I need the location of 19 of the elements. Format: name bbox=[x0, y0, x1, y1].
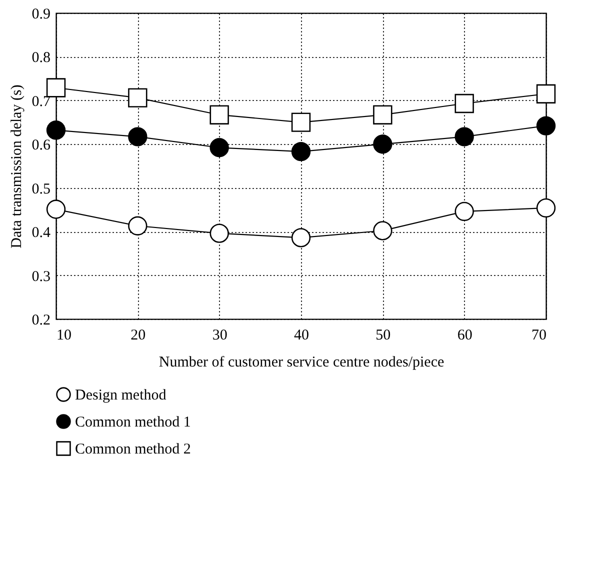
x-axis-title: Number of customer service centre nodes/piece bbox=[158, 354, 444, 370]
legend-label: Common method 1 bbox=[75, 414, 191, 430]
x-tick-label: 40 bbox=[294, 328, 309, 344]
legend-label: Common method 2 bbox=[75, 442, 191, 458]
x-tick-label: 20 bbox=[130, 328, 146, 344]
y-axis-title: Data transmission delay (s) bbox=[8, 84, 25, 248]
x-tick-label: 50 bbox=[376, 328, 391, 344]
y-tick-label: 0.6 bbox=[32, 138, 51, 154]
x-tick-label: 30 bbox=[212, 328, 228, 344]
x-tick-label: 60 bbox=[457, 328, 472, 344]
legend-label: Design method bbox=[75, 388, 167, 404]
x-tick-label: 10 bbox=[56, 328, 72, 344]
y-tick-label: 0.4 bbox=[32, 225, 51, 242]
x-tick-label: 70 bbox=[532, 328, 546, 344]
y-tick-label: 0.9 bbox=[32, 6, 50, 22]
y-tick-label: 0.8 bbox=[32, 50, 50, 66]
y-tick-label: 0.3 bbox=[32, 268, 50, 285]
y-tick-label: 0.2 bbox=[32, 312, 50, 328]
y-tick-label: 0.5 bbox=[32, 181, 50, 198]
